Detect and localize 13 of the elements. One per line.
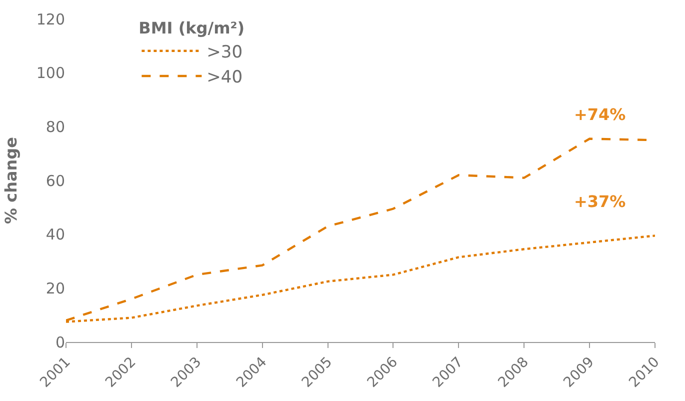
- annotation: +37%: [574, 192, 626, 211]
- y-tick-label: 20: [46, 279, 65, 298]
- y-axis-title: % change: [1, 136, 20, 224]
- y-tick-label: 40: [46, 226, 65, 244]
- y-tick-label: 120: [36, 10, 65, 28]
- y-tick-label: 60: [46, 172, 65, 190]
- y-tick-label: 100: [36, 64, 65, 82]
- legend-label: >30: [206, 42, 243, 63]
- y-tick-label: 80: [46, 118, 65, 136]
- y-tick-label: 0: [55, 333, 65, 352]
- annotation: +74%: [574, 105, 626, 124]
- legend-title: BMI (kg/m²): [138, 18, 245, 38]
- legend-label: >40: [206, 68, 243, 88]
